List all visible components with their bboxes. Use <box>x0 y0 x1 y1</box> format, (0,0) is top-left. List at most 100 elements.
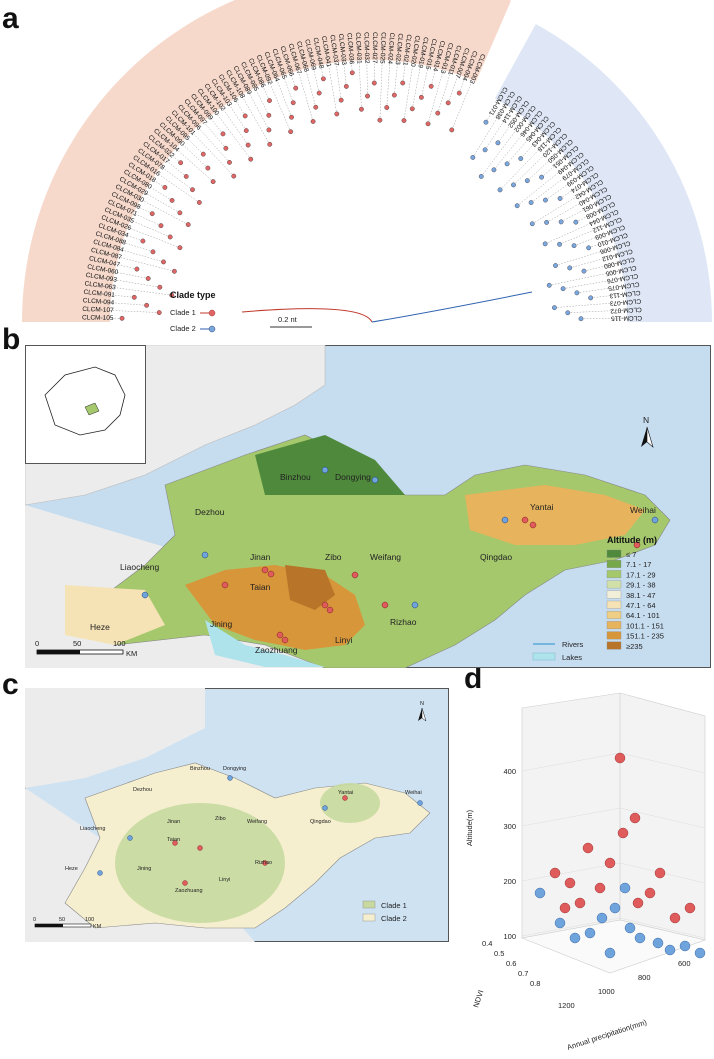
tree-tip-node <box>359 106 364 112</box>
scatter-3d-chart: Altitude(m) NDVI Annual precipitation(mm… <box>465 692 707 1052</box>
scatter-point-clade1 <box>614 752 626 764</box>
scatter-point-clade2 <box>534 887 546 899</box>
scatter-point-clade1 <box>559 902 571 914</box>
altitude-class-label: 101.1 - 151 <box>626 621 664 630</box>
tree-tip-label: CLCM-032 <box>363 32 371 64</box>
tree-tip-label: CLCM-063 <box>84 280 116 291</box>
scatter-point-clade2 <box>619 882 631 894</box>
tree-tip-node <box>334 111 340 117</box>
tree-tip-node <box>546 282 552 288</box>
tree-tip-label: CLCM-036 <box>345 33 354 65</box>
tree-tip-node <box>149 211 155 217</box>
tree-tip-node <box>428 83 434 89</box>
phylogenetic-tree: CLCM-105CLCM-107CLCM-094CLCM-091CLCM-063… <box>22 0 712 333</box>
tree-tip-node <box>565 310 571 316</box>
panel-label-d: d <box>464 662 483 695</box>
tree-tip-node <box>156 310 162 315</box>
c-city-weifang: Weifang <box>247 819 267 825</box>
tree-tip-node <box>245 142 251 148</box>
svg-text:N: N <box>420 701 424 707</box>
scatter-point-clade2 <box>664 944 676 956</box>
tree-tip-node <box>409 106 415 112</box>
tree-tip-node <box>200 151 206 157</box>
tree-tip-node <box>210 179 216 185</box>
tree-tip-label: CLCM-115 <box>611 314 642 321</box>
tree-legend-title: Clade type <box>170 290 216 300</box>
c-city-zaozhuang: Zaozhuang <box>175 888 203 894</box>
c-city-zibo: Zibo <box>215 816 226 822</box>
tree-tip-node <box>266 112 272 118</box>
tree-tip-node <box>581 268 587 274</box>
altitude-class-label: ≤ 7 <box>626 550 636 559</box>
tree-tip-node <box>231 173 237 179</box>
svg-text:100: 100 <box>113 639 126 648</box>
x-tick-label: 1200 <box>558 1001 575 1010</box>
tree-tip-label: CLCM-075 <box>607 280 639 291</box>
c-city-heze: Heze <box>65 866 78 872</box>
tree-tip-label: CLCM-033 <box>337 33 347 65</box>
city-qingdao: Qingdao <box>480 552 512 562</box>
panel-label-b: b <box>2 323 21 356</box>
c-city-jinan: Jinan <box>167 819 180 825</box>
tree-tip-node <box>227 159 232 165</box>
scatter-point-clade2 <box>584 927 596 939</box>
tree-tip-label: CLCM-021 <box>401 34 412 66</box>
y-tick-label: 0.6 <box>506 959 516 968</box>
tree-tip-node <box>558 219 564 225</box>
tree-tip-node <box>542 241 548 247</box>
svg-text:Altitude (m): Altitude (m) <box>607 535 657 545</box>
z-axis-label: Altitude(m) <box>465 809 474 846</box>
tree-tip-node <box>483 119 489 125</box>
tree-tip-node <box>140 238 146 244</box>
altitude-class-label: 7.1 - 17 <box>626 560 651 569</box>
scatter-point-clade1 <box>564 877 576 889</box>
c-city-binzhou: Binzhou <box>190 766 210 772</box>
tree-tip-node <box>456 90 462 96</box>
tree-tip-node <box>145 276 151 281</box>
tree-tip-node <box>449 127 455 133</box>
city-zibo: Zibo <box>325 552 342 562</box>
svg-text:KM: KM <box>126 649 137 658</box>
panel-label-c: c <box>2 668 19 701</box>
z-tick-label: 400 <box>503 767 516 776</box>
altitude-swatch <box>606 549 622 558</box>
c-city-jining: Jining <box>137 866 151 872</box>
tree-tip-node <box>169 197 175 203</box>
tree-tip-node <box>418 94 424 100</box>
tree-tip-node <box>518 156 524 161</box>
altitude-class-label: 47.1 - 64 <box>626 601 656 610</box>
tree-tip-node <box>514 203 520 209</box>
scatter-point-clade2 <box>554 917 566 929</box>
tree-tip-label: CLCM-091 <box>83 289 115 299</box>
tree-tip-label: CLCM-073 <box>609 297 641 306</box>
tree-tip-label: CLCM-113 <box>609 289 641 299</box>
c-city-dezhou: Dezhou <box>133 787 152 793</box>
tree-tip-node <box>470 155 476 160</box>
scatter-point-clade1 <box>629 812 641 824</box>
tree-tip-node <box>524 178 530 184</box>
svg-text:Lakes: Lakes <box>562 653 582 662</box>
tree-tip-node <box>171 268 177 274</box>
tree-tip-node <box>338 97 344 103</box>
c-city-rizhao: Rizhao <box>255 860 272 866</box>
altitude-class-label: ≥235 <box>626 642 643 651</box>
c-city-qingdao: Qingdao <box>310 819 331 825</box>
tree-tip-node <box>223 145 229 151</box>
scale-bar: 0 50 100 KM <box>33 917 102 930</box>
panel-label-a: a <box>2 2 19 35</box>
altitude-swatch <box>606 580 622 589</box>
z-tick-label: 100 <box>503 932 516 941</box>
tree-tip-node <box>144 302 150 308</box>
tree-tip-node <box>425 121 431 127</box>
tree-tip-label: CLCM-105 <box>82 314 114 321</box>
scatter-point-clade2 <box>634 932 646 944</box>
scatter-point-clade1 <box>594 882 606 894</box>
clade1-marker <box>208 309 216 317</box>
tree-tip-node <box>316 90 322 96</box>
city-jining: Jining <box>210 619 232 629</box>
x-tick-label: 600 <box>678 959 691 968</box>
tree-tip-node <box>478 174 484 179</box>
tree-tip-node <box>571 243 577 249</box>
altitude-class-label: 38.1 - 47 <box>626 591 656 600</box>
